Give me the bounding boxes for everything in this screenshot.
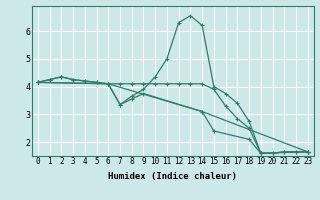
X-axis label: Humidex (Indice chaleur): Humidex (Indice chaleur) <box>108 172 237 181</box>
